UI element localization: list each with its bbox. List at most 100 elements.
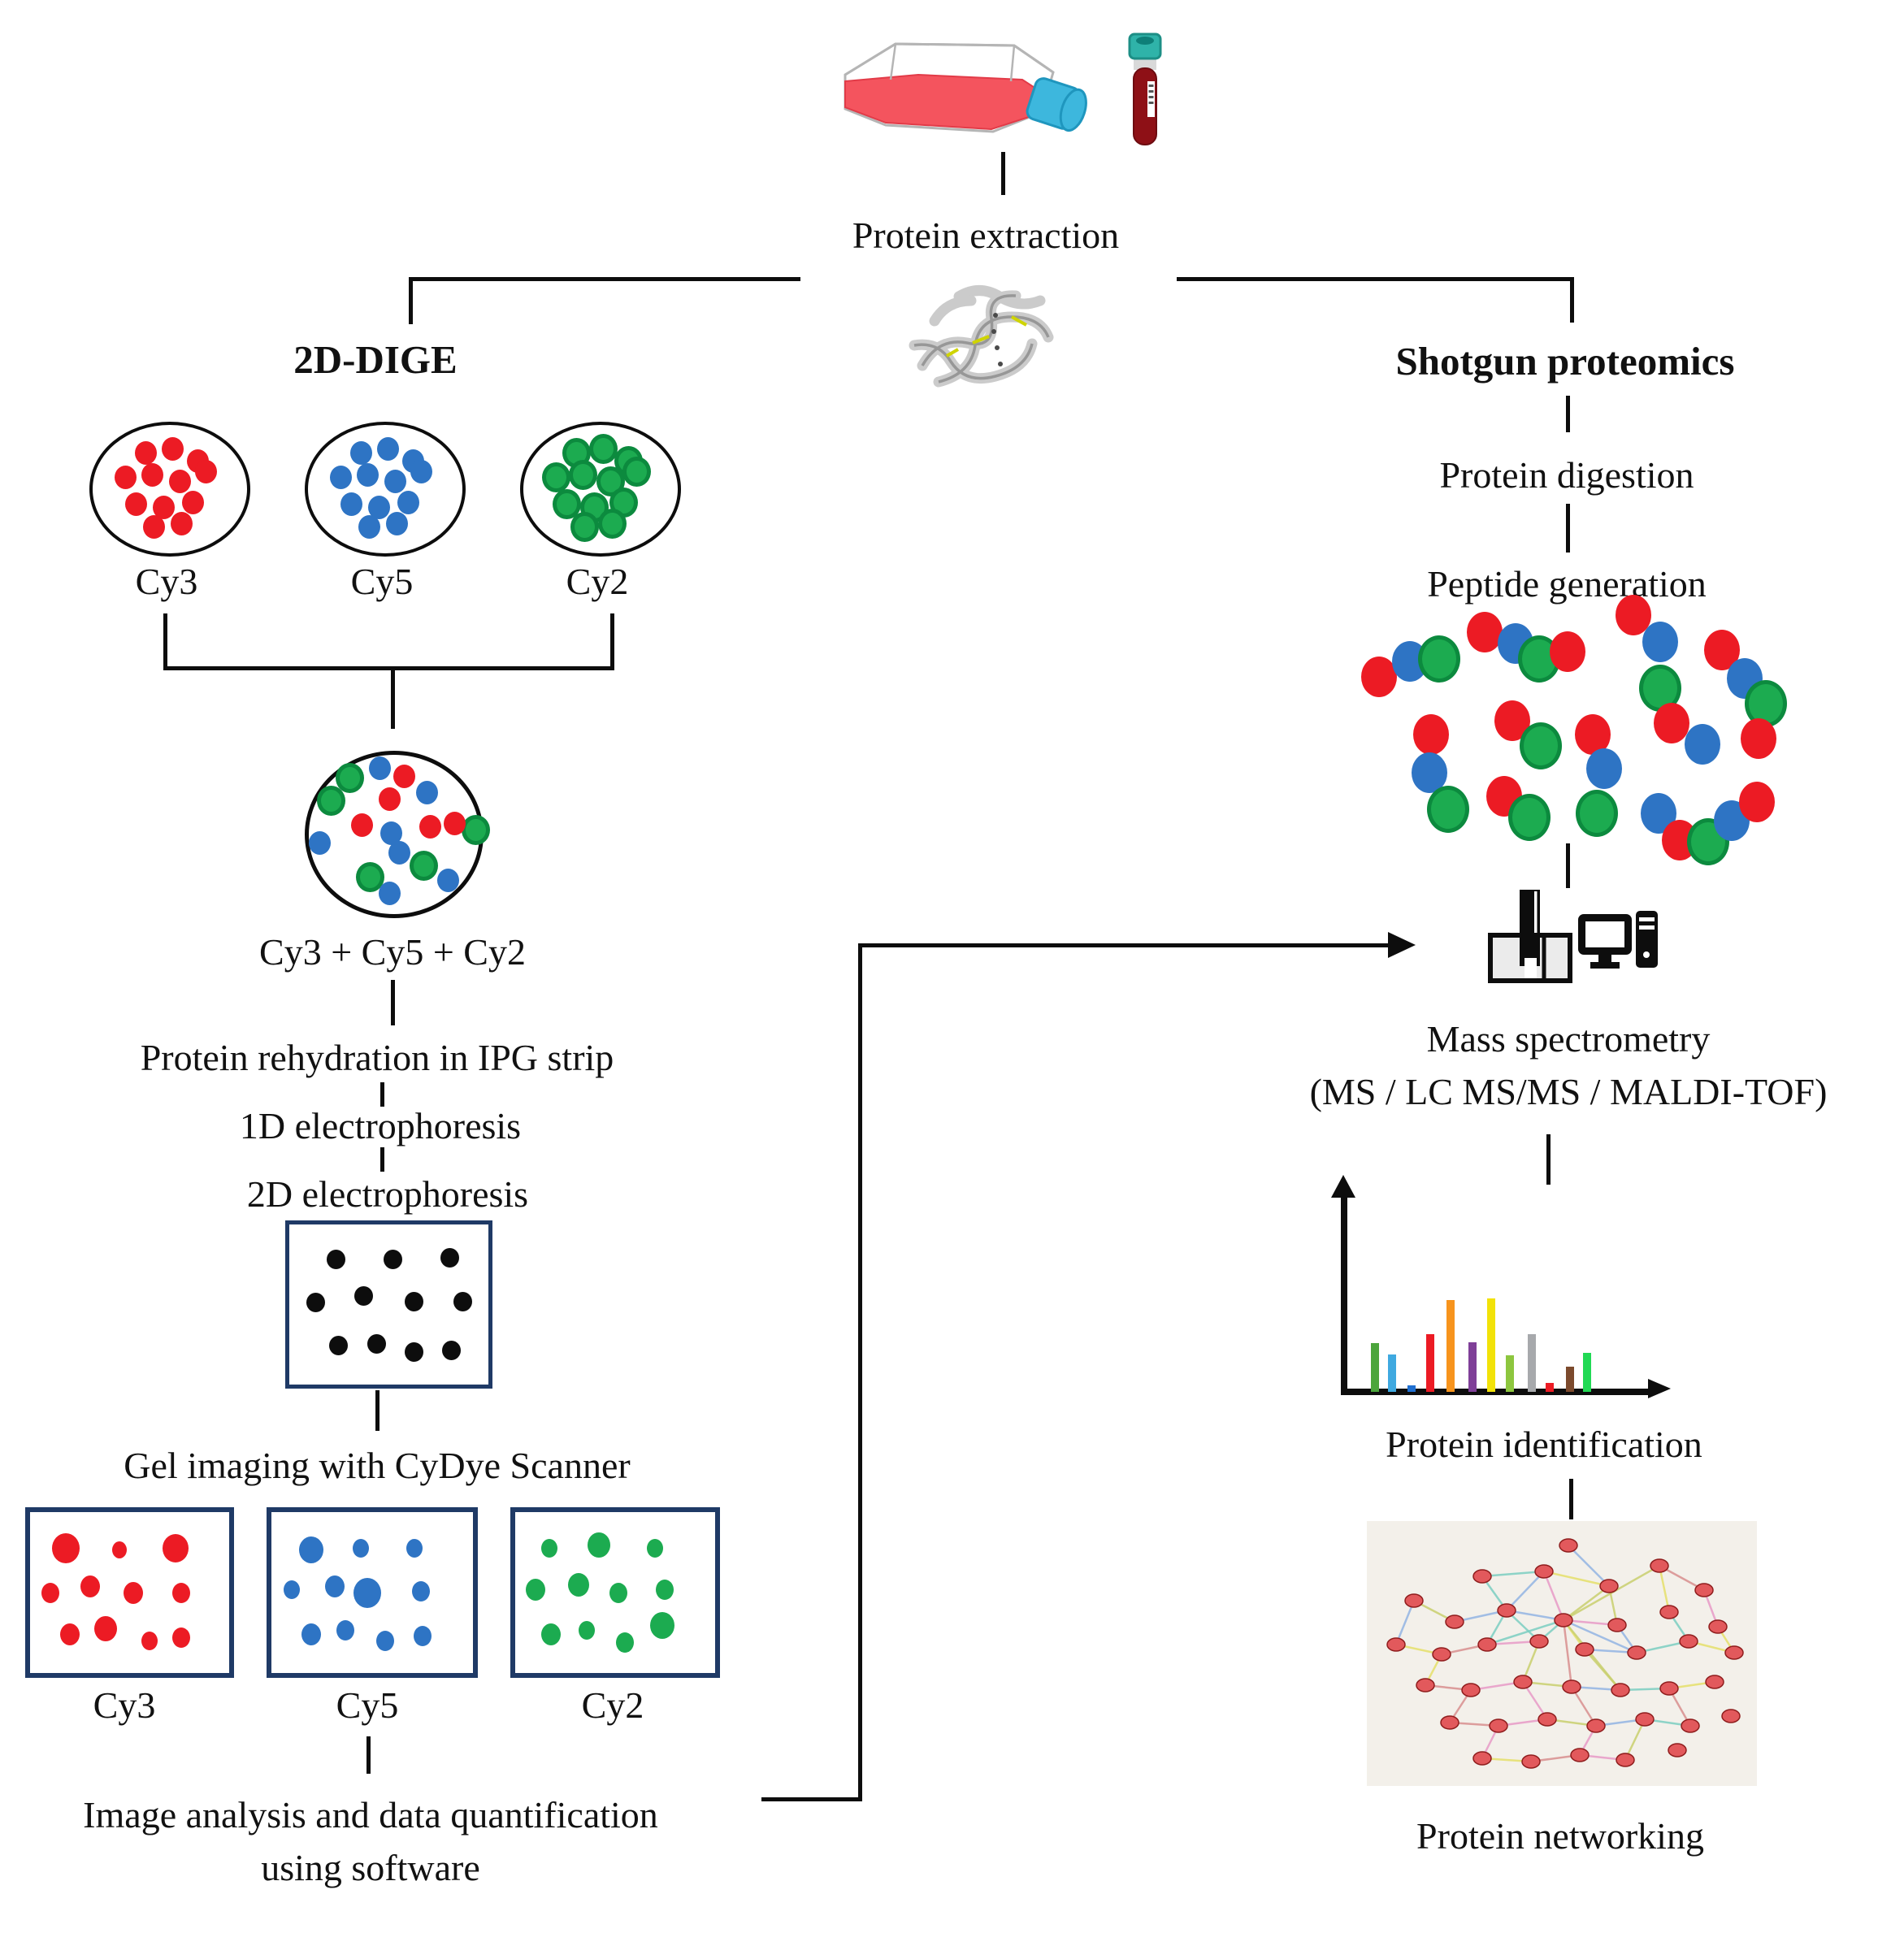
protein-spot: [114, 465, 137, 489]
protein-spot: [1508, 794, 1551, 841]
protein-spot: [526, 1578, 545, 1601]
spectrum-x-axis: [1341, 1389, 1651, 1395]
protein-spot: [406, 1538, 423, 1558]
protein-spot: [41, 1582, 59, 1603]
branch-stub-left: [409, 277, 413, 324]
spectrum-bar: [1566, 1367, 1574, 1392]
branch-stub-right: [1570, 277, 1574, 323]
blood-tube-icon: [1126, 33, 1164, 148]
spectrum-bar: [1388, 1354, 1396, 1392]
protein-spot: [410, 459, 432, 483]
protein-spot: [443, 811, 466, 835]
protein-spot: [1550, 631, 1585, 672]
protein-spot: [168, 469, 191, 493]
protein-spot: [325, 1575, 345, 1597]
protein-spot: [597, 508, 627, 539]
protein-spot: [1642, 622, 1678, 662]
protein-spot: [353, 1577, 381, 1608]
sample-label-cy3: Cy3: [135, 561, 198, 602]
protein-spot: [397, 490, 419, 514]
protein-ribbon-icon: [890, 268, 1097, 408]
protein-spot: [355, 861, 384, 892]
protein-spot: [568, 1572, 589, 1597]
shotgun-tick-1: [1566, 396, 1570, 432]
spectrum-bar: [1446, 1300, 1455, 1392]
protein-spot: [1741, 718, 1776, 759]
protein-spot: [350, 813, 373, 837]
protein-spot: [124, 492, 147, 516]
cell-culture-flask-icon: [837, 33, 1089, 146]
scanned-gel-cy2: [510, 1507, 720, 1678]
analysis-label: Image analysis and data quantification u…: [5, 1788, 736, 1895]
protein-spot: [353, 1538, 369, 1558]
protein-spot: [141, 1631, 158, 1650]
sample-ellipse-cy3: [89, 422, 250, 557]
bracket-horizontal: [163, 666, 614, 670]
protein-spot: [1654, 703, 1689, 743]
shotgun-heading: Shotgun proteomics: [1395, 339, 1735, 384]
protein-spot: [453, 1292, 472, 1311]
sample-ellipse-cy2: [520, 422, 681, 557]
spectrum-bar: [1506, 1355, 1514, 1392]
step-digestion-label: Protein digestion: [1439, 454, 1694, 496]
spectrum-y-axis-arrow: [1331, 1175, 1355, 1198]
protein-spot: [52, 1532, 80, 1563]
protein-spot: [412, 1580, 430, 1601]
branch-line-left: [409, 277, 800, 281]
protein-spot: [404, 1342, 423, 1362]
branch-line-right: [1177, 277, 1574, 281]
protein-spot: [1361, 657, 1397, 697]
scanned-gel-cy3: [25, 1507, 234, 1678]
protein-spot: [1413, 714, 1449, 755]
dige-tick-5: [366, 1736, 371, 1774]
protein-spot: [1575, 714, 1611, 755]
gel-2d-box: [285, 1220, 492, 1389]
protein-spot: [378, 787, 401, 811]
protein-spot: [461, 814, 490, 845]
protein-spot: [124, 1581, 143, 1604]
scanned-gel-cy5: [267, 1507, 478, 1678]
scanned-label-cy5: Cy5: [336, 1684, 399, 1726]
protein-spot: [579, 1620, 595, 1640]
protein-spot: [326, 1250, 345, 1269]
protein-spot: [284, 1580, 300, 1599]
protein-network-image: [1367, 1521, 1757, 1786]
protein-spot: [388, 840, 410, 865]
protein-spot: [112, 1541, 127, 1558]
gel-imaging-label: Gel imaging with CyDye Scanner: [124, 1445, 631, 1486]
spectrum-bar: [1583, 1353, 1591, 1392]
protein-spot: [301, 1623, 321, 1645]
protein-spot: [414, 1625, 432, 1646]
connector-top-horizontal: [858, 943, 1390, 947]
bracket-stub-left: [163, 613, 167, 670]
step-2d-label: 2D electrophoresis: [246, 1173, 529, 1215]
shotgun-tick-2: [1566, 504, 1570, 553]
protein-spot: [384, 469, 406, 493]
protein-spot: [299, 1536, 323, 1563]
protein-spot: [647, 1538, 663, 1558]
protein-spot: [385, 511, 408, 535]
dige-tick-2: [380, 1082, 384, 1107]
protein-spot: [409, 850, 438, 881]
analysis-label-line2: using software: [261, 1847, 480, 1889]
sample-ellipse-cy5: [305, 422, 466, 557]
protein-spot: [316, 785, 345, 816]
dige-tick-3: [380, 1147, 384, 1172]
protein-spot: [1586, 748, 1622, 789]
protein-spot: [328, 1336, 348, 1355]
protein-spot: [376, 1630, 394, 1651]
protein-spot: [353, 1286, 373, 1306]
scanned-label-cy3: Cy3: [93, 1684, 156, 1726]
protein-spot: [1739, 782, 1775, 822]
spectrum-bar: [1407, 1385, 1416, 1392]
protein-spot: [588, 433, 618, 464]
protein-spot: [329, 465, 352, 489]
protein-spot: [419, 814, 441, 839]
sample-label-cy5: Cy5: [350, 561, 414, 602]
step-rehydration-label: Protein rehydration in IPG strip: [140, 1037, 614, 1078]
protein-spot: [170, 511, 193, 535]
protein-spot: [142, 514, 165, 539]
protein-spot: [340, 492, 362, 516]
protein-spot: [368, 756, 391, 780]
